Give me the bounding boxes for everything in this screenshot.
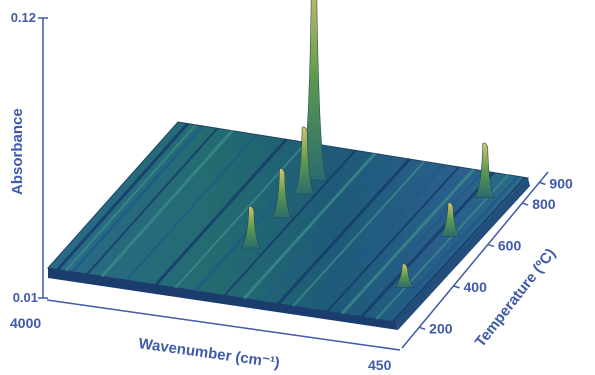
temperature-tick-mark <box>487 243 495 248</box>
y-axis-line <box>401 171 549 349</box>
x-axis-line <box>46 299 401 351</box>
temperature-tick-label: 600 <box>498 237 522 253</box>
surface-streak <box>86 127 219 275</box>
absorbance-peak <box>270 168 293 219</box>
x-tick-start: 4000 <box>10 315 41 331</box>
z-tick-top: 0.12 <box>11 10 36 25</box>
absorbance-peak <box>394 263 415 288</box>
absorbance-peak <box>439 202 461 237</box>
surface-front-edge <box>48 268 398 330</box>
x-axis-title: Wavenumber (cm⁻¹) <box>137 335 280 372</box>
temperature-tick-label: 900 <box>549 175 573 191</box>
y-axis-title: Temperature (ºC) <box>472 245 559 350</box>
temperature-tick-mark <box>521 202 529 206</box>
temperature-tick-label: 800 <box>532 196 556 212</box>
surface-streak <box>262 156 396 303</box>
surface-streak <box>375 174 510 320</box>
temperature-ticks: 200 400 600 800 900 <box>418 175 573 336</box>
surface-streak <box>242 152 377 300</box>
surface-right-edge <box>396 178 530 330</box>
surface-streak <box>56 122 189 271</box>
z-tick-bottom: 0.01 <box>13 290 38 305</box>
surface-streak <box>351 170 485 316</box>
surface-streak <box>223 149 357 297</box>
temperature-tick-mark <box>418 326 426 331</box>
surface-streak <box>392 176 526 323</box>
surface-streak <box>292 160 426 307</box>
temperature-tick-mark <box>539 181 546 186</box>
surface-streak <box>125 133 258 281</box>
temperature-tick-mark <box>453 285 460 289</box>
surface-streak <box>340 168 475 315</box>
surface-streak <box>311 163 446 311</box>
surface-streak <box>277 158 411 305</box>
absorbance-peak <box>240 206 262 249</box>
x-tick-end: 450 <box>368 357 392 373</box>
surface-streak <box>64 124 197 272</box>
surface-streak <box>360 171 495 318</box>
surface-streak <box>154 138 288 286</box>
absorbance-peak <box>473 142 496 198</box>
z-axis-title: Absorbance <box>9 108 26 195</box>
surface-streak <box>326 166 460 313</box>
temperature-tick-label: 200 <box>429 320 453 336</box>
temperature-tick-label: 400 <box>464 279 488 295</box>
peaks-layer <box>240 0 496 288</box>
surface-streak <box>174 141 307 289</box>
surface-streak <box>100 129 234 278</box>
absorbance-peak <box>293 126 316 195</box>
surface-streak <box>71 124 204 273</box>
surface-streak <box>385 175 520 322</box>
